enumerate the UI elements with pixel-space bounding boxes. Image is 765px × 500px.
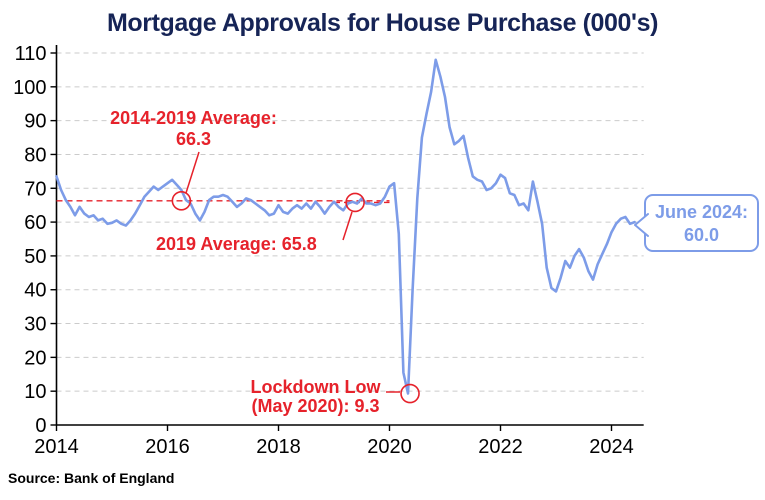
x-axis-tick-label: 2020: [367, 436, 412, 458]
x-axis-tick-label: 2024: [589, 436, 634, 458]
data-line: [55, 58, 636, 395]
highlight-circle: [400, 383, 420, 404]
x-axis-tick-label: 2016: [145, 436, 190, 458]
y-axis-tick-label: 100: [13, 77, 46, 99]
y-axis-tick-label: 80: [24, 144, 46, 166]
annotation-avg-2014-2019-value: 66.3: [175, 129, 212, 149]
annotation-lockdown-low: Lockdown Low (May 2020): 9.3: [228, 378, 403, 416]
annotation-avg-2019-text: 2019 Average: 65.8: [156, 234, 317, 254]
callout-tail-icon: [634, 213, 649, 237]
y-axis-tick-label: 70: [24, 178, 46, 200]
y-axis-tick-label: 110: [15, 43, 47, 65]
y-axis-tick-label: 10: [24, 381, 46, 403]
y-axis-tick-label: 20: [24, 347, 46, 369]
highlight-circle: [345, 192, 365, 213]
source-note: Source: Bank of England: [8, 470, 175, 486]
y-axis-tick-label: 30: [24, 314, 46, 336]
callout-june-2024: June 2024: 60.0: [634, 194, 759, 252]
annotation-avg-2014-2019-line1: 2014-2019 Average:: [110, 108, 277, 128]
callout-june-2024-value: 60.0: [683, 225, 720, 245]
annotation-lockdown-low-line1: Lockdown Low: [250, 377, 381, 397]
y-axis-tick-label: 90: [24, 111, 46, 133]
leader-line: [185, 151, 200, 194]
x-axis-tick-label: 2014: [34, 436, 79, 458]
highlight-circle: [171, 190, 192, 211]
x-axis-tick-label: 2022: [478, 436, 523, 458]
y-axis-tick-label: 60: [24, 212, 46, 234]
chart-title: Mortgage Approvals for House Purchase (0…: [106, 9, 659, 37]
callout-june-2024-label: June 2024:: [654, 202, 749, 222]
y-axis-tick-label: 50: [24, 246, 46, 268]
leader-line: [342, 211, 353, 241]
y-axis-tick-label: 0: [35, 415, 46, 437]
annotation-avg-2019: 2019 Average: 65.8: [156, 234, 356, 255]
annotation-avg-2014-2019: 2014-2019 Average: 66.3: [101, 108, 286, 150]
x-axis-tick-label: 2018: [256, 436, 301, 458]
y-axis-tick-label: 40: [24, 280, 46, 302]
annotation-lockdown-low-line2: (May 2020): 9.3: [251, 396, 380, 416]
